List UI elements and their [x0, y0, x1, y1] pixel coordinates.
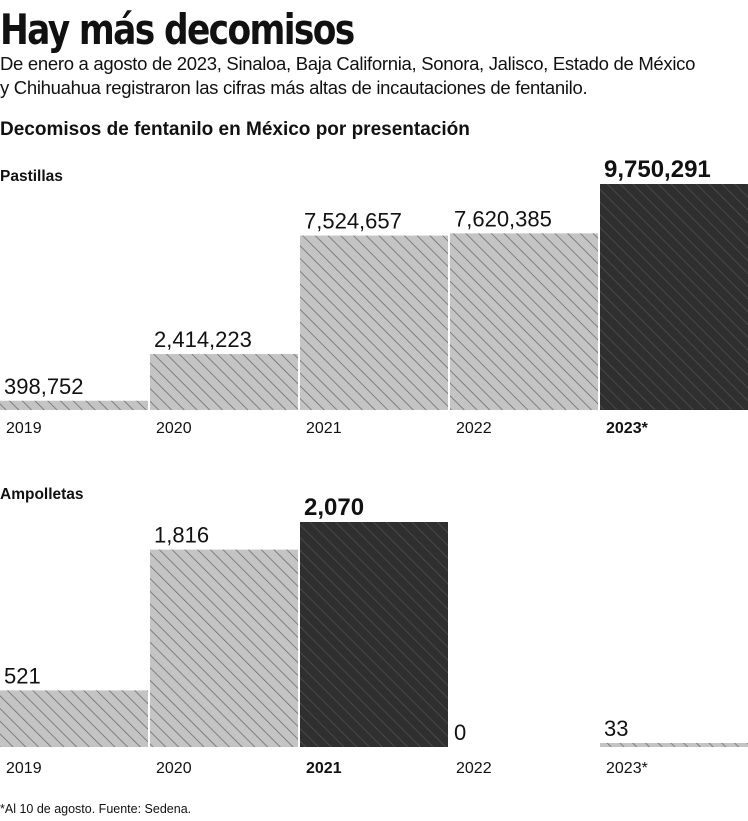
value-label: 33 — [604, 716, 628, 741]
value-label: 521 — [4, 663, 41, 688]
value-label: 2,414,223 — [154, 327, 252, 352]
category-label: 2021 — [306, 420, 342, 437]
category-label: 2021 — [306, 760, 342, 777]
category-label: 2020 — [156, 760, 192, 777]
bar-hatch — [150, 354, 298, 410]
bar-hatch — [0, 690, 148, 747]
page-title: Hay más decomisos — [0, 5, 355, 54]
bar-hatch — [600, 184, 748, 410]
subtitle-line-2: y Chihuahua registraron las cifras más a… — [0, 77, 588, 98]
value-label: 398,752 — [4, 374, 84, 399]
category-label: 2020 — [156, 420, 192, 437]
category-label: 2022 — [456, 420, 492, 437]
subtitle: De enero a agosto de 2023, Sinaloa, Baja… — [0, 52, 748, 100]
bar-hatch — [0, 400, 148, 410]
bar-hatch — [600, 743, 748, 747]
bar-hatch — [450, 233, 598, 410]
footnote: *Al 10 de agosto. Fuente: Sedena. — [0, 802, 192, 816]
value-label: 7,620,385 — [454, 206, 552, 231]
bar-hatch — [300, 235, 448, 410]
bar-hatch — [300, 522, 448, 747]
panel-label-pastillas: Pastillas — [0, 168, 63, 185]
category-label: 2019 — [6, 420, 42, 437]
bar-hatch — [150, 549, 298, 747]
value-label: 9,750,291 — [604, 156, 711, 183]
category-label: 2023* — [606, 760, 648, 777]
value-label: 0 — [454, 720, 466, 745]
value-label: 7,524,657 — [304, 209, 402, 234]
subtitle-line-1: De enero a agosto de 2023, Sinaloa, Baja… — [0, 53, 696, 74]
value-label: 2,070 — [304, 494, 364, 521]
ampolletas-bar-chart: 521 2019 1,816 2020 2,070 2021 0 2022 33 2023* — [0, 494, 748, 777]
category-label: 2023* — [606, 420, 649, 437]
value-label: 1,816 — [154, 523, 209, 548]
panel-label-ampolletas: Ampolletas — [0, 486, 84, 503]
category-label: 2022 — [456, 760, 492, 777]
pastillas-bar-chart: 398,752 2019 2,414,223 2020 7,524,657 2021 7,6… — [0, 156, 748, 437]
category-label: 2019 — [6, 760, 42, 777]
chart-title: Decomisos de fentanilo en México por pre… — [0, 119, 470, 140]
